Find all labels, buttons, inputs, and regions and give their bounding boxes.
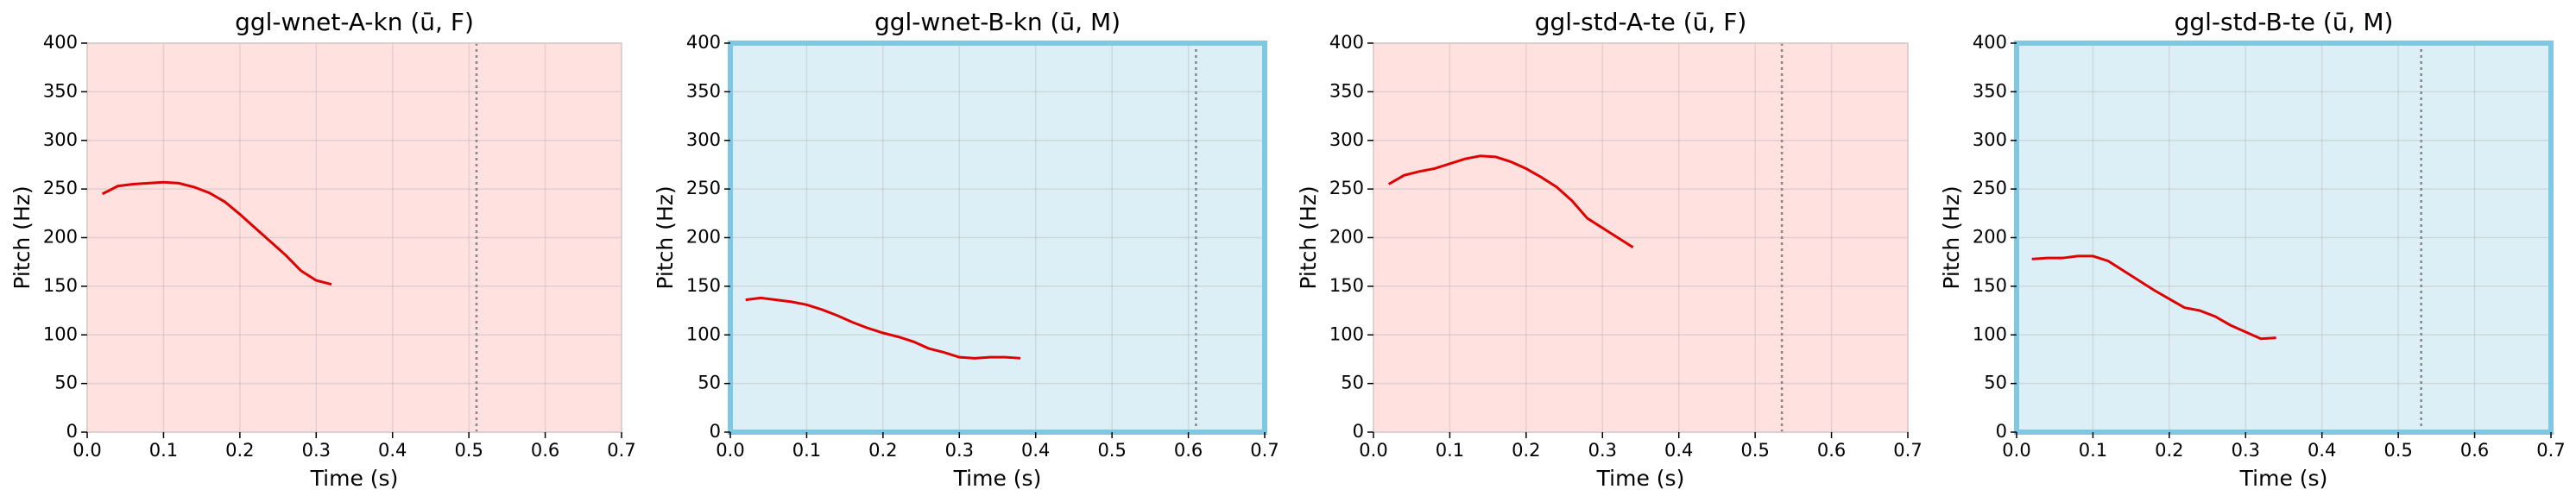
x-axis-label: Time (s) [1596,466,1685,491]
x-tick-label: 0.0 [1359,440,1387,461]
chart-title: ggl-std-A-te (ū, F) [1535,8,1747,36]
y-tick-label: 0 [1996,421,2007,442]
pitch-line [1387,154,1634,249]
x-tick-label: 0.4 [378,440,407,461]
x-tick-label: 0.5 [1740,440,1769,461]
chart-title: ggl-wnet-B-kn (ū, M) [874,8,1121,36]
x-tick-label: 0.0 [716,440,744,461]
x-tick-label: 0.3 [1588,440,1617,461]
y-tick-label: 400 [686,32,721,53]
x-tick-label: 0.2 [2155,440,2183,461]
x-tick-label: 0.6 [2460,440,2489,461]
pitch-line [745,296,1021,360]
y-tick-label: 50 [54,373,78,393]
y-tick-label: 200 [1329,227,1364,248]
x-tick-label: 0.3 [945,440,974,461]
y-tick-label: 150 [43,275,78,296]
y-tick-label: 0 [66,421,78,442]
x-tick-label: 0.2 [1512,440,1540,461]
chart-title: ggl-std-B-te (ū, M) [2175,8,2394,36]
plot-background [2017,43,2551,432]
x-tick-label: 0.1 [792,440,821,461]
x-tick-label: 0.3 [2232,440,2260,461]
x-tick-label: 0.6 [1817,440,1846,461]
y-tick-label: 100 [43,323,78,344]
y-tick-label: 200 [686,227,721,248]
x-tick-label: 0.0 [73,440,101,461]
x-tick-label: 0.6 [1174,440,1203,461]
panel: 0.0 0.1 0.2 0.3 0.4 0.5 0.6 0.7 0 50 100 150 200 250 3… [653,8,1279,491]
y-tick-label: 250 [686,178,721,198]
x-tick-label: 0.7 [2536,440,2565,461]
y-tick-label: 200 [43,227,78,248]
y-tick-label: 350 [43,80,78,101]
plot-background [87,43,622,432]
y-tick-label: 300 [686,129,721,150]
x-tick-label: 0.4 [2308,440,2336,461]
x-tick-label: 0.5 [2383,440,2412,461]
x-tick-label: 0.4 [1021,440,1050,461]
y-tick-label: 300 [1973,129,2007,150]
y-tick-label: 300 [1329,129,1364,150]
x-tick-label: 0.1 [149,440,178,461]
x-tick-label: 0.4 [1664,440,1693,461]
x-tick-label: 0.2 [868,440,897,461]
x-tick-label: 0.5 [454,440,483,461]
y-axis-label: Pitch (Hz) [9,185,35,289]
y-tick-label: 50 [698,373,721,393]
chart-title: ggl-wnet-A-kn (ū, F) [235,8,474,36]
pitch-line [102,180,332,286]
y-tick-label: 0 [710,421,721,442]
x-tick-label: 0.7 [1893,440,1922,461]
y-tick-label: 350 [1973,80,2007,101]
y-tick-label: 100 [686,323,721,344]
x-tick-label: 0.7 [607,440,635,461]
y-tick-label: 150 [686,275,721,296]
y-tick-label: 350 [1329,80,1364,101]
x-axis-label: Time (s) [2239,466,2328,491]
x-tick-label: 0.5 [1097,440,1126,461]
y-tick-label: 250 [1329,178,1364,198]
y-tick-label: 400 [1329,32,1364,53]
y-tick-label: 100 [1973,323,2007,344]
panel: 0.0 0.1 0.2 0.3 0.4 0.5 0.6 0.7 0 50 100 150 200 250 3… [1939,8,2566,491]
x-tick-label: 0.1 [2079,440,2107,461]
x-axis-label: Time (s) [953,466,1042,491]
plot-background [730,43,1265,432]
y-tick-label: 300 [43,129,78,150]
y-tick-label: 150 [1329,275,1364,296]
y-axis-label: Pitch (Hz) [1296,185,1321,289]
y-tick-label: 250 [43,178,78,198]
y-tick-label: 400 [43,32,78,53]
x-tick-label: 0.6 [531,440,559,461]
y-tick-label: 200 [1973,227,2007,248]
x-tick-label: 0.2 [225,440,254,461]
x-tick-label: 0.7 [1250,440,1279,461]
x-tick-label: 0.1 [1436,440,1464,461]
panel: 0.0 0.1 0.2 0.3 0.4 0.5 0.6 0.7 0 50 100 150 200 250 3… [1296,8,1923,491]
x-tick-label: 0.3 [302,440,331,461]
pitch-line [2031,254,2276,341]
panel: 0.0 0.1 0.2 0.3 0.4 0.5 0.6 0.7 0 50 100 150 200 250 3… [9,8,636,491]
x-tick-label: 0.0 [2002,440,2030,461]
y-tick-label: 350 [686,80,721,101]
y-tick-label: 100 [1329,323,1364,344]
y-tick-label: 50 [1341,373,1364,393]
y-axis-label: Pitch (Hz) [1939,185,1964,289]
y-tick-label: 150 [1973,275,2007,296]
plot-background [1373,43,1908,432]
y-tick-label: 250 [1973,178,2007,198]
y-tick-label: 0 [1353,421,1364,442]
x-axis-label: Time (s) [310,466,399,491]
y-axis-label: Pitch (Hz) [653,185,678,289]
y-tick-label: 50 [1984,373,2007,393]
y-tick-label: 400 [1973,32,2007,53]
